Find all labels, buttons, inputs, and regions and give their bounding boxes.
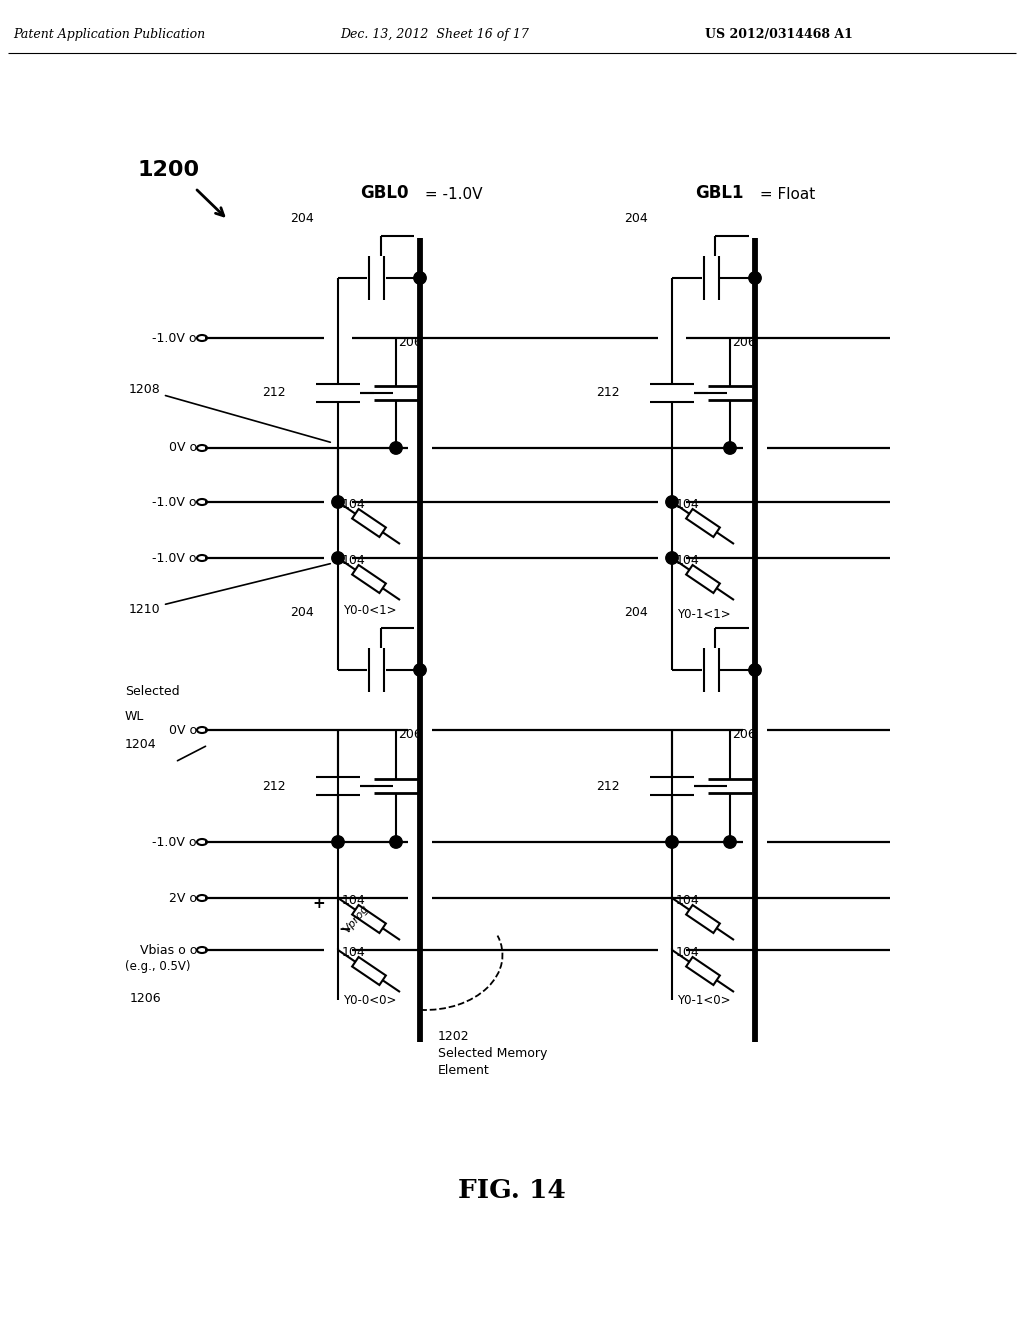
Circle shape [332,836,344,849]
Text: 212: 212 [262,780,286,792]
Circle shape [332,552,344,564]
Text: 2V o: 2V o [169,891,197,904]
Text: 1210: 1210 [128,564,331,616]
Text: 104: 104 [342,553,366,566]
Text: 206: 206 [732,337,756,350]
Text: US 2012/0314468 A1: US 2012/0314468 A1 [705,28,853,41]
Text: = Float: = Float [755,187,815,202]
Text: -1.0V o: -1.0V o [153,331,197,345]
Text: -1.0V o: -1.0V o [153,552,197,565]
Text: Y0-1<1>: Y0-1<1> [677,609,731,622]
Text: 104: 104 [676,945,699,958]
Text: −: − [338,923,351,937]
Text: -1.0V o: -1.0V o [153,836,197,849]
Circle shape [666,496,678,508]
Text: 104: 104 [676,894,699,907]
Text: 204: 204 [624,211,648,224]
Text: 104: 104 [676,498,699,511]
Text: 206: 206 [398,729,422,742]
Circle shape [390,836,402,849]
Text: FIG. 14: FIG. 14 [458,1177,566,1203]
Circle shape [414,664,426,676]
Circle shape [724,836,736,849]
Text: 104: 104 [676,553,699,566]
Text: Vprog: Vprog [341,903,371,935]
Text: 104: 104 [342,894,366,907]
Text: 0V o: 0V o [169,441,197,454]
Circle shape [724,442,736,454]
Text: 206: 206 [732,729,756,742]
Text: Patent Application Publication: Patent Application Publication [13,28,205,41]
Text: Vbias o o: Vbias o o [139,944,197,957]
Circle shape [332,496,344,508]
Text: 212: 212 [596,780,620,792]
Text: +: + [312,896,325,912]
Text: 104: 104 [342,498,366,511]
Text: Y0-0<0>: Y0-0<0> [343,994,396,1006]
Circle shape [390,442,402,454]
Text: Y0-1<0>: Y0-1<0> [677,994,730,1006]
Text: 212: 212 [596,387,620,400]
Text: 206: 206 [398,337,422,350]
Text: 1200: 1200 [138,160,200,180]
Text: Selected: Selected [125,685,179,698]
Text: 1202
Selected Memory
Element: 1202 Selected Memory Element [438,1030,548,1077]
Circle shape [749,664,761,676]
Circle shape [749,272,761,284]
Text: 204: 204 [290,606,313,619]
Circle shape [414,272,426,284]
Text: 204: 204 [290,211,313,224]
Text: Dec. 13, 2012  Sheet 16 of 17: Dec. 13, 2012 Sheet 16 of 17 [340,28,528,41]
Text: GBL1: GBL1 [695,183,743,202]
Text: 204: 204 [624,606,648,619]
Text: 1206: 1206 [130,993,162,1005]
Circle shape [666,836,678,849]
Text: GBL0: GBL0 [360,183,409,202]
Text: 0V o: 0V o [169,723,197,737]
Text: WL: WL [125,710,144,723]
Text: Y0-0<1>: Y0-0<1> [343,603,396,616]
Text: 104: 104 [342,945,366,958]
Text: -1.0V o: -1.0V o [153,495,197,508]
Text: 1208: 1208 [128,383,331,442]
Text: 1204: 1204 [125,738,157,751]
Circle shape [666,552,678,564]
Text: 212: 212 [262,387,286,400]
Text: (e.g., 0.5V): (e.g., 0.5V) [125,960,190,973]
Text: = -1.0V: = -1.0V [420,187,482,202]
